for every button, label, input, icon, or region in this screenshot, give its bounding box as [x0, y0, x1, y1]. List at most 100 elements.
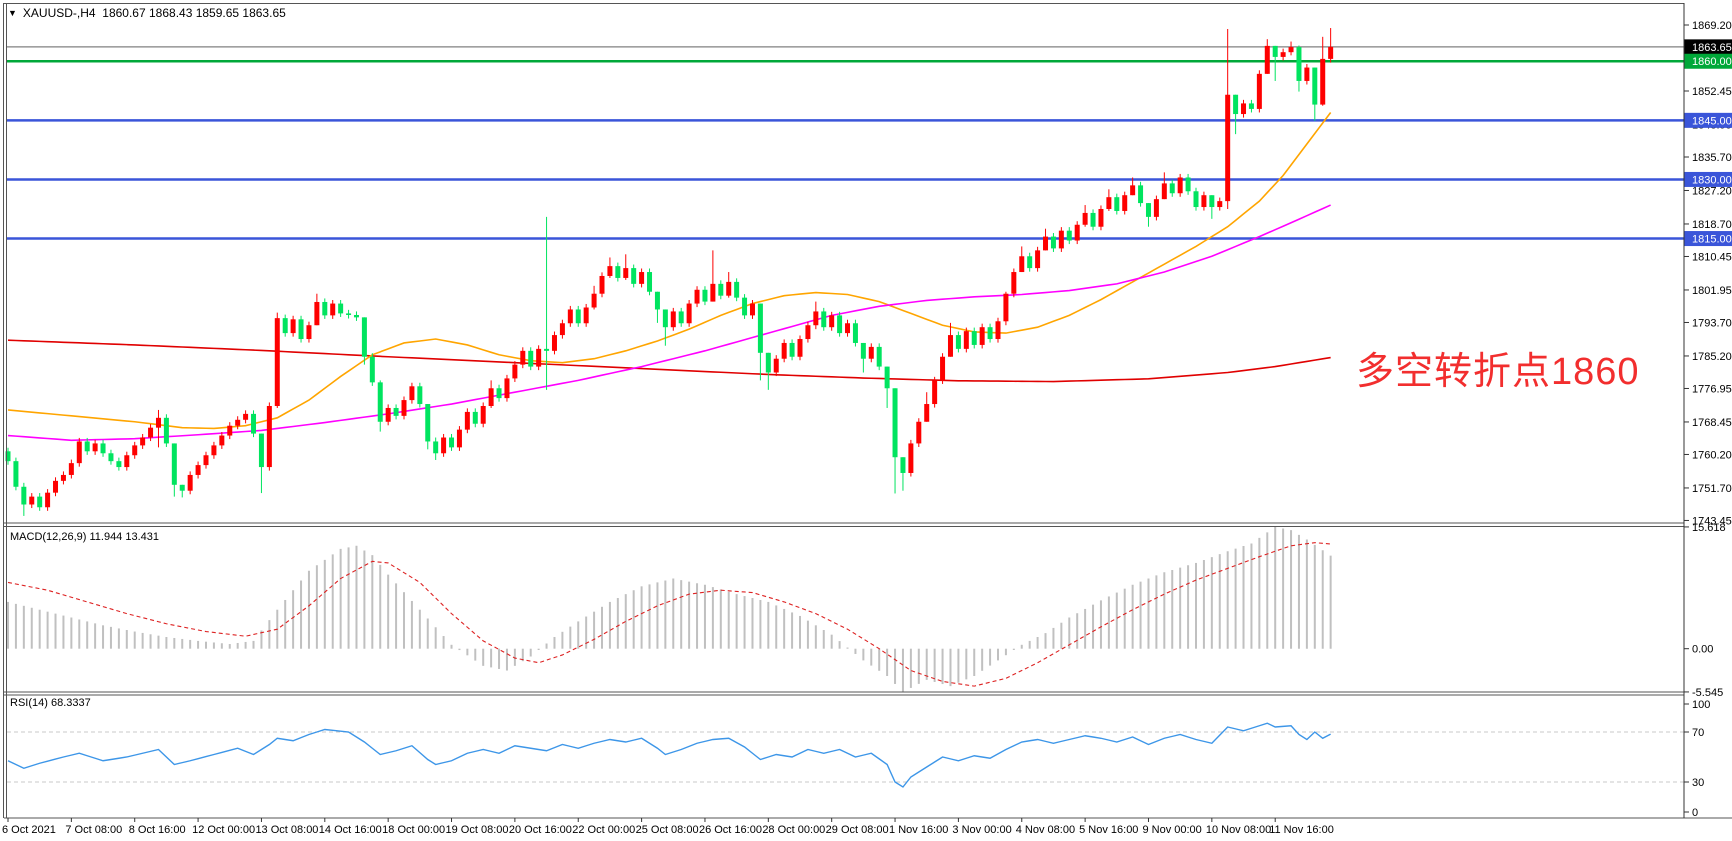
candle-body: [805, 325, 811, 340]
price-badge-label: 1845.00: [1692, 115, 1732, 127]
candle-body: [749, 303, 755, 316]
candle-body: [179, 484, 185, 491]
candle-body: [266, 405, 272, 468]
candle-body: [654, 291, 660, 310]
time-axis[interactable]: 6 Oct 2021 7 Oct 08:00 8 Oct 16:00 12 Oct 0…: [2, 818, 1334, 836]
candle-body: [369, 356, 375, 383]
candle-body: [330, 303, 336, 316]
candle-body: [60, 474, 66, 481]
candle-body: [575, 309, 581, 324]
candle-body: [1090, 212, 1096, 227]
candle-body: [21, 486, 27, 505]
candle-body: [361, 317, 367, 357]
candle-body: [449, 437, 455, 448]
symbol-dropdown-icon[interactable]: ▼: [8, 8, 17, 18]
candle-body: [1153, 199, 1159, 217]
time-tick-label: 18 Oct 00:00: [382, 824, 445, 836]
time-tick-label: 10 Nov 08:00: [1206, 824, 1271, 836]
price-tick-label: 1768.45: [1692, 417, 1732, 429]
candle-body: [583, 307, 589, 324]
candle-body: [274, 318, 280, 406]
price-axis[interactable]: 1869.201852.451843.951835.701827.201818.…: [1684, 20, 1732, 819]
time-tick-label: 14 Oct 16:00: [319, 824, 382, 836]
ohlc-values: 1860.67 1868.43 1859.65 1863.65: [102, 6, 286, 20]
candle-body: [718, 283, 724, 296]
candle-body: [845, 323, 851, 334]
candle-body: [940, 356, 946, 381]
ma-magenta-line: [7, 204, 1331, 442]
ma-orange-line: [7, 111, 1332, 430]
candle-body: [559, 323, 565, 336]
candle-body: [338, 303, 344, 314]
candle-body: [734, 281, 740, 298]
candle-body: [876, 346, 882, 367]
candle-body: [1043, 236, 1049, 251]
candle-body: [837, 315, 843, 334]
time-tick-label: 12 Oct 00:00: [192, 824, 255, 836]
candle-body: [211, 445, 217, 456]
macd-indicator-label: MACD(12,26,9) 11.944 13.431: [10, 531, 159, 543]
candle-body: [710, 283, 716, 302]
candle-body: [797, 339, 803, 357]
price-badge: [1684, 53, 1732, 69]
candle-body: [599, 275, 605, 294]
candle-body: [456, 429, 462, 448]
candle-body: [1225, 94, 1231, 202]
candle-body: [1272, 45, 1278, 57]
candle-body: [1209, 195, 1215, 208]
rsi-pane[interactable]: [7, 722, 1684, 788]
candle-body: [425, 404, 431, 442]
candle-body: [1256, 73, 1262, 109]
candle-body: [520, 350, 526, 365]
candle-body: [647, 272, 653, 292]
candle-body: [924, 404, 930, 422]
candle-body: [322, 301, 328, 316]
price-tick-label: 1852.45: [1692, 86, 1732, 98]
candle-body: [227, 425, 233, 436]
macd-tick-label: 15.618: [1692, 522, 1726, 534]
candle-body: [306, 325, 312, 340]
candle-body: [171, 443, 177, 485]
macd-pane[interactable]: [7, 526, 1332, 692]
candle-body: [353, 314, 359, 318]
candle-body: [1328, 46, 1334, 59]
symbol-timeframe-label: XAUUSD-,H4: [22, 6, 96, 20]
macd-signal-line: [7, 542, 1331, 687]
candle-body: [591, 293, 597, 308]
candle-body: [195, 465, 201, 475]
candle-body: [900, 457, 906, 473]
time-tick-label: 11 Nov 16:00: [1269, 824, 1334, 836]
candle-body: [1312, 67, 1318, 105]
candle-body: [488, 388, 494, 406]
candle-body: [441, 437, 447, 454]
candle-body: [346, 313, 352, 315]
chart-text-annotation[interactable]: 多空转折点1860: [1356, 351, 1640, 393]
candle-body: [1288, 47, 1294, 53]
time-tick-label: 7 Oct 08:00: [65, 824, 122, 836]
candle-body: [1130, 185, 1136, 196]
time-tick-label: 9 Nov 00:00: [1142, 824, 1201, 836]
candle-body: [908, 443, 914, 473]
time-tick-label: 28 Oct 00:00: [762, 824, 825, 836]
candle-body: [932, 380, 938, 405]
candle-body: [662, 309, 668, 328]
price-badge-label: 1863.65: [1692, 42, 1732, 54]
candle-body: [995, 321, 1001, 340]
candle-body: [971, 331, 977, 345]
rsi-tick-label: 100: [1692, 699, 1710, 711]
candle-body: [504, 378, 510, 399]
candle-body: [963, 331, 969, 349]
candle-body: [84, 441, 90, 452]
ma-red-line: [7, 339, 1331, 383]
rsi-tick-label: 30: [1692, 777, 1704, 789]
candle-body: [1066, 230, 1072, 241]
candle-body: [1177, 177, 1183, 194]
candle-body: [1296, 47, 1302, 81]
candle-body: [623, 268, 629, 278]
candle-body: [314, 301, 320, 326]
candle-body: [1233, 94, 1239, 115]
candle-body: [163, 417, 169, 444]
candle-body: [528, 350, 534, 367]
candle-body: [1145, 203, 1151, 217]
